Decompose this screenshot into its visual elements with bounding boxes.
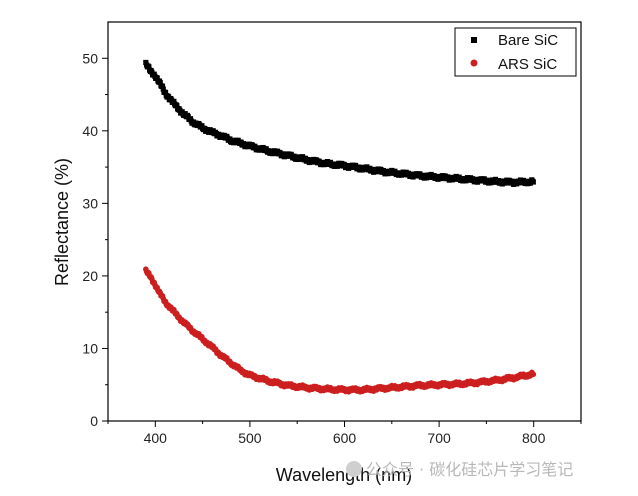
- y-tick-label-10: 10: [82, 340, 98, 356]
- legend-label-ars-sic: ARS SiC: [498, 56, 557, 73]
- series-bare-sic: [143, 59, 536, 187]
- y-tick-label-30: 30: [82, 195, 98, 211]
- x-tick-label-500: 500: [238, 430, 262, 446]
- x-tick-label-600: 600: [333, 430, 357, 446]
- legend-marker-bare-sic: [471, 37, 477, 43]
- data-point-bare-sic: [159, 83, 166, 89]
- y-tick-label-40: 40: [82, 123, 98, 139]
- y-tick-label-50: 50: [82, 50, 98, 66]
- data-point-bare-sic: [154, 75, 160, 81]
- watermark: 公众号 · 碳化硅芯片学习笔记: [346, 456, 573, 480]
- data-point-bare-sic: [160, 86, 166, 92]
- legend-label-bare-sic: Bare SiC: [498, 32, 558, 49]
- y-tick-label-0: 0: [90, 413, 98, 429]
- watermark-text: 公众号 · 碳化硅芯片学习笔记: [366, 460, 574, 479]
- data-point-bare-sic: [174, 103, 180, 109]
- x-tick-label-400: 400: [144, 430, 168, 446]
- data-point-bare-sic: [146, 64, 152, 70]
- plot-frame: [107, 21, 582, 422]
- x-tick-label-700: 700: [427, 430, 451, 446]
- data-point-ars-sic: [530, 371, 537, 378]
- series-ars-sic: [143, 266, 537, 395]
- data-point-bare-sic: [530, 179, 536, 185]
- y-tick-label-20: 20: [82, 268, 98, 284]
- x-axis-title: Wavelength (nm): [276, 465, 412, 485]
- legend-marker-ars-sic: [470, 59, 478, 67]
- legend-box: [454, 27, 577, 77]
- y-axis-title: Reflectance (%): [52, 158, 72, 286]
- data-point-bare-sic: [157, 79, 163, 86]
- data-point-bare-sic: [162, 89, 169, 96]
- legend: Bare SiC ARS SiC: [454, 27, 577, 77]
- wechat-icon: [346, 461, 362, 477]
- data-point-bare-sic: [171, 98, 177, 104]
- x-tick-label-800: 800: [522, 430, 546, 446]
- series-layer: [143, 59, 537, 395]
- axes-layer: 400 500 600 700 800 0 10 20 30 40 50: [82, 50, 582, 446]
